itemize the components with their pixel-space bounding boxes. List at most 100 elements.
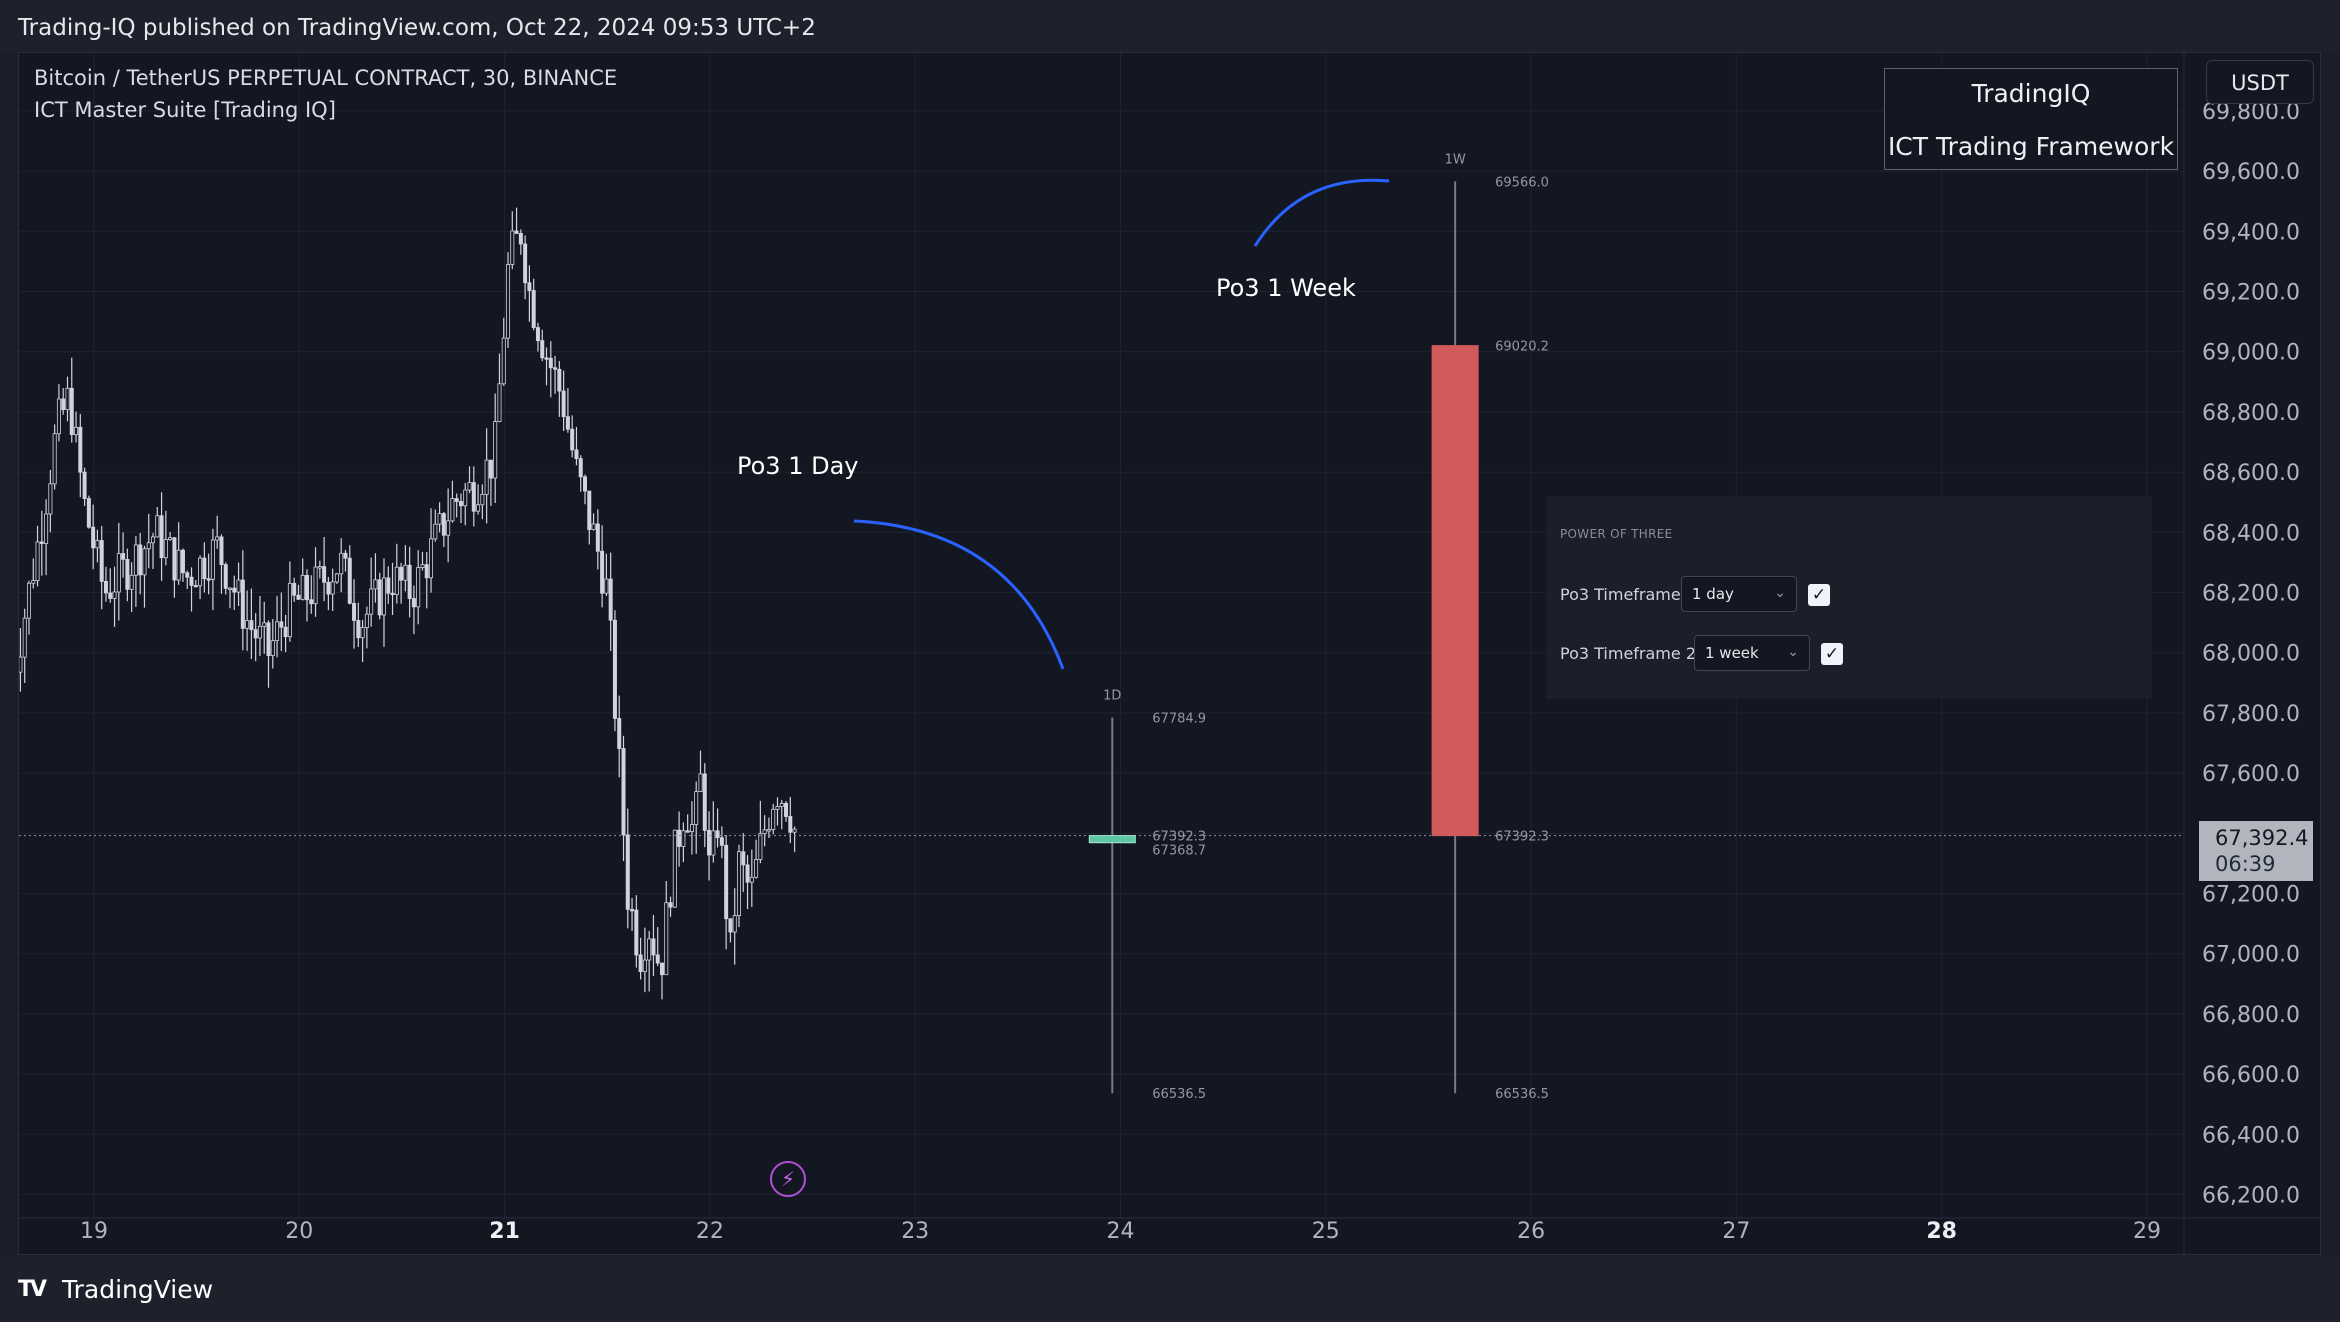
candle-body [35,541,40,581]
candle-body [26,582,31,619]
candle-body [407,564,412,599]
candle-body [655,954,660,964]
chevron-down-icon: ⌄ [1787,644,1799,660]
po3-timeframe-checkbox[interactable]: ✓ [1808,584,1830,606]
candle-body [617,718,622,749]
candle-body [39,541,44,544]
candle-body [236,579,241,593]
candle-body [373,579,378,590]
candle-body [240,579,245,629]
candle-body [659,962,664,976]
candle-body [159,515,164,559]
branding-box: TradingIQ ICT Trading Framework [1884,68,2178,170]
candle-body [330,581,335,595]
candle-body [416,567,421,608]
candle-body [343,552,348,559]
y-tick-label: 68,600.0 [2202,461,2300,486]
candle-body [681,830,686,847]
candle-body [792,828,797,833]
flash-icon[interactable]: ⚡ [770,1161,806,1197]
candle-body [728,918,733,933]
candle-body [578,458,583,478]
tradingview-brand: TradingView [62,1275,214,1304]
candle-body [437,513,442,525]
candle-body [262,622,267,627]
po3-timeframe-2-select[interactable]: 1 week ⌄ [1694,635,1810,671]
candle-body [612,619,617,719]
candle-body [433,523,438,540]
po3-value-label: 69020.2 [1495,340,1549,355]
y-tick-label: 66,800.0 [2202,1003,2300,1028]
y-tick-label: 69,600.0 [2202,160,2300,185]
candle-body [518,233,523,245]
candle-body [19,656,23,673]
po3-timeframe-select[interactable]: 1 day ⌄ [1681,576,1797,612]
candle-body [61,398,66,411]
currency-button[interactable]: USDT [2206,60,2314,104]
power-of-three-settings: POWER OF THREE Po3 Timeframe 1 day ⌄ ✓ P… [1546,496,2152,699]
po3-timeframe-2-checkbox[interactable]: ✓ [1821,643,1843,665]
candle-body [711,830,716,856]
candle-body [476,504,481,512]
y-tick-label: 66,200.0 [2202,1184,2300,1209]
candle-body [557,368,562,392]
candle-body [292,582,297,596]
candle-body [142,548,147,576]
candle-body [360,627,365,639]
candle-body [745,864,750,883]
y-tick-label: 66,600.0 [2202,1063,2300,1088]
candle-body [788,816,793,833]
candle-body [630,908,635,912]
candle-body [625,834,630,910]
bar-countdown: 06:39 [2215,852,2276,876]
candle-body [103,581,108,594]
candle-body [86,498,91,528]
candle-body [347,557,352,604]
candle-body [527,282,532,291]
candle-body [642,959,647,972]
candle-body [112,591,117,599]
candle-body [215,536,220,541]
po3-value-label: 67368.7 [1152,844,1206,859]
candle-body [210,539,215,580]
y-tick-label: 67,000.0 [2202,943,2300,968]
candle-body [647,938,652,961]
indicator-legend[interactable]: ICT Master Suite [Trading IQ] [34,98,336,122]
candle-body [497,383,502,422]
candle-body [775,806,780,810]
candle-body [172,537,177,581]
published-text: Trading-IQ published on TradingView.com,… [18,15,816,41]
po3-candle-body [1431,345,1479,837]
candle-body [300,574,305,600]
candle-body [386,577,391,594]
po3-value-label: 67784.9 [1152,711,1206,726]
candle-body [561,390,566,418]
candle-body [155,515,160,538]
candle-body [779,802,784,807]
symbol-legend[interactable]: Bitcoin / TetherUS PERPETUAL CONTRACT, 3… [34,66,618,90]
candle-body [304,574,309,601]
candle-body [501,337,506,385]
candle-body [548,357,553,369]
candle-body [193,585,198,588]
candle-body [664,902,669,976]
y-tick-label: 67,800.0 [2202,702,2300,727]
candle-body [56,398,61,435]
last-price-value: 67,392.4 [2215,826,2309,850]
candle-body [493,421,498,479]
candle-body [78,426,83,473]
po3-value-label: 67392.3 [1495,830,1549,845]
candle-body [125,558,130,590]
po3-timeframe-value: 1 day [1692,585,1734,603]
candle-body [146,542,151,550]
candle-body [228,587,233,591]
candle-body [377,579,382,616]
candle-body [369,588,374,615]
candle-body [253,629,258,639]
candle-body [168,537,173,541]
candle-body [180,549,185,574]
candle-body [766,829,771,832]
candle-body [450,498,455,522]
candle-body [732,915,737,933]
candle-body [326,581,331,595]
